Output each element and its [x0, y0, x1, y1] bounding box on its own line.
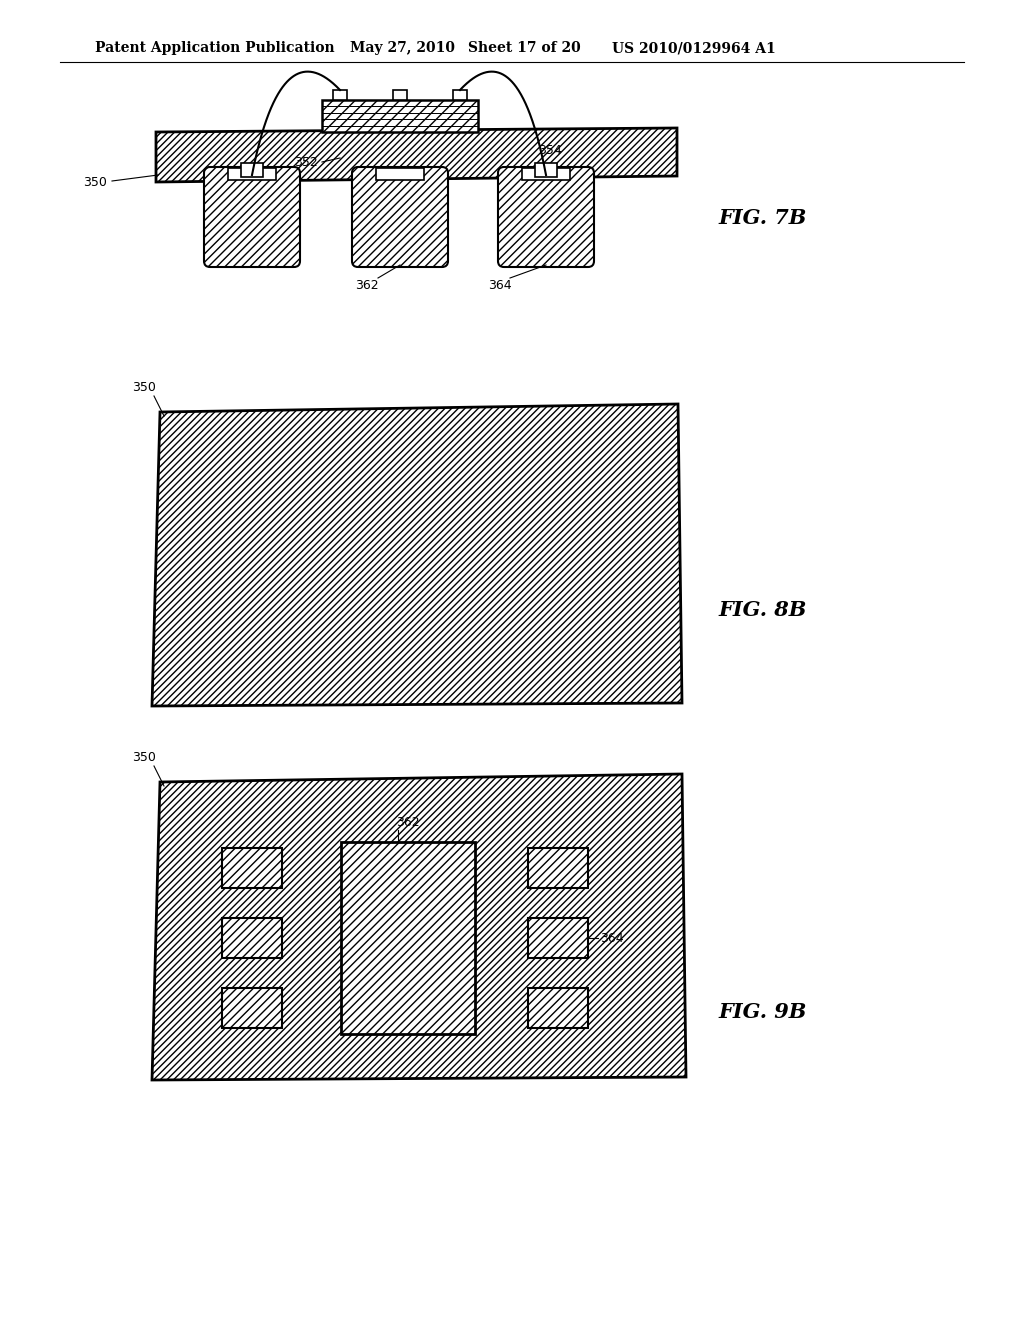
- Polygon shape: [152, 404, 682, 706]
- Bar: [341, 842, 475, 1034]
- Text: 350: 350: [132, 751, 156, 764]
- Text: 350: 350: [132, 381, 156, 393]
- Bar: [222, 987, 282, 1028]
- Bar: [322, 100, 478, 107]
- Bar: [528, 987, 588, 1028]
- Bar: [393, 90, 407, 100]
- Bar: [222, 847, 282, 888]
- Bar: [322, 125, 478, 132]
- Bar: [453, 90, 467, 100]
- Text: May 27, 2010: May 27, 2010: [350, 41, 455, 55]
- Polygon shape: [156, 128, 677, 182]
- Text: FIG. 8B: FIG. 8B: [718, 601, 806, 620]
- Text: 354: 354: [538, 144, 562, 157]
- Bar: [535, 162, 557, 177]
- Bar: [528, 847, 588, 888]
- Text: 362: 362: [355, 279, 379, 292]
- Bar: [228, 168, 276, 180]
- Text: 364: 364: [600, 932, 624, 945]
- Text: US 2010/0129964 A1: US 2010/0129964 A1: [612, 41, 776, 55]
- Polygon shape: [152, 774, 686, 1080]
- Text: Patent Application Publication: Patent Application Publication: [95, 41, 335, 55]
- Text: 364: 364: [488, 279, 512, 292]
- Text: FIG. 9B: FIG. 9B: [718, 1002, 806, 1022]
- Bar: [333, 90, 347, 100]
- Bar: [341, 842, 475, 1034]
- Bar: [241, 162, 263, 177]
- Bar: [222, 987, 282, 1028]
- FancyBboxPatch shape: [352, 168, 449, 267]
- Bar: [528, 847, 588, 888]
- Bar: [322, 112, 478, 119]
- Text: 362: 362: [396, 816, 420, 829]
- FancyBboxPatch shape: [498, 168, 594, 267]
- Bar: [222, 917, 282, 958]
- Bar: [528, 987, 588, 1028]
- Bar: [322, 107, 478, 112]
- Text: FIG. 7B: FIG. 7B: [718, 209, 806, 228]
- Text: 352: 352: [294, 156, 318, 169]
- Bar: [376, 168, 424, 180]
- Bar: [528, 917, 588, 958]
- Bar: [222, 847, 282, 888]
- Bar: [522, 168, 570, 180]
- Text: 350: 350: [83, 176, 106, 189]
- Bar: [322, 119, 478, 125]
- Bar: [222, 917, 282, 958]
- Bar: [322, 100, 478, 132]
- Text: Sheet 17 of 20: Sheet 17 of 20: [468, 41, 581, 55]
- FancyBboxPatch shape: [204, 168, 300, 267]
- Bar: [528, 917, 588, 958]
